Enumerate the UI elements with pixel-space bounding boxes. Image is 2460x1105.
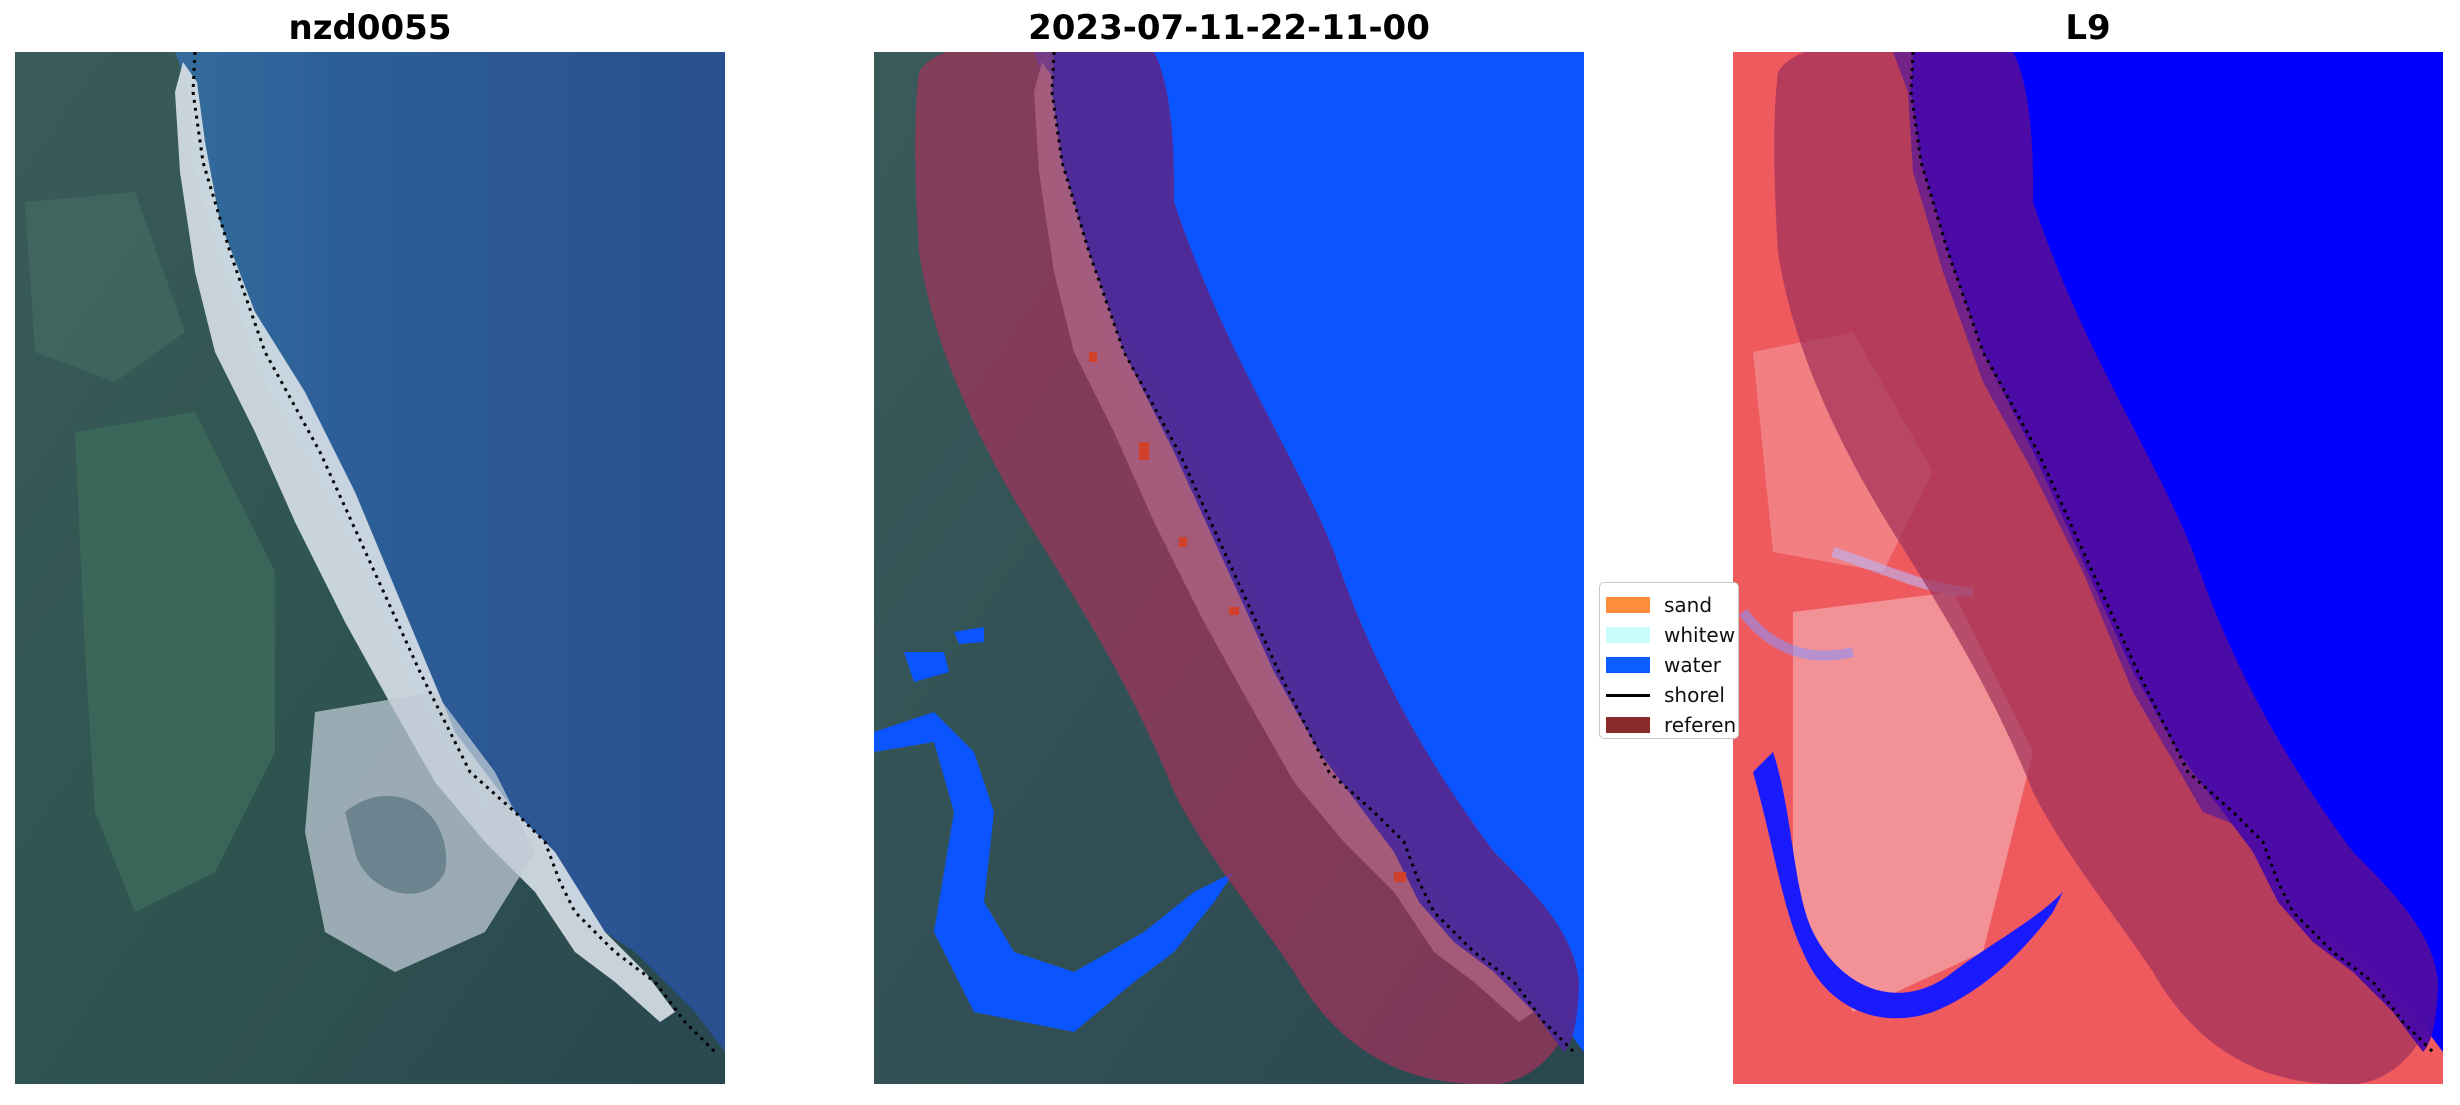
reference-swatch xyxy=(1606,717,1650,733)
sand-pixel xyxy=(1089,352,1097,362)
panel-title-index: L9 xyxy=(2065,8,2111,48)
index-image xyxy=(1733,52,2443,1084)
legend: sand whitew water shorel referen xyxy=(1599,582,1739,739)
legend-item-whitewater: whitew xyxy=(1606,620,1738,650)
inland-water-class xyxy=(874,712,1234,1032)
water-swatch xyxy=(1606,657,1650,673)
shoreline-trace xyxy=(191,52,717,1054)
legend-item-reference: referen xyxy=(1606,710,1738,738)
rgb-image-panel xyxy=(15,52,725,1084)
legend-label: referen xyxy=(1664,713,1737,737)
classified-image-panel xyxy=(874,52,1584,1084)
panel-title-rgb: nzd0055 xyxy=(288,8,452,48)
shoreline-line-swatch xyxy=(1606,693,1650,697)
legend-label: shorel xyxy=(1664,683,1725,707)
legend-item-shoreline: shorel xyxy=(1606,680,1738,710)
channel-low-index xyxy=(1753,752,2063,1019)
legend-item-sand: sand xyxy=(1606,590,1738,620)
legend-label: sand xyxy=(1664,593,1713,617)
classified-image xyxy=(874,52,1584,1084)
whitewater-swatch xyxy=(1606,627,1650,643)
panel-title-classified: 2023-07-11-22-11-00 xyxy=(1028,8,1430,48)
legend-item-water: water xyxy=(1606,650,1738,680)
sand-swatch xyxy=(1606,597,1650,613)
legend-label: whitew xyxy=(1664,623,1736,647)
rgb-satellite-image xyxy=(15,52,725,1084)
index-image-panel xyxy=(1733,52,2443,1084)
legend-label: water xyxy=(1664,653,1721,677)
